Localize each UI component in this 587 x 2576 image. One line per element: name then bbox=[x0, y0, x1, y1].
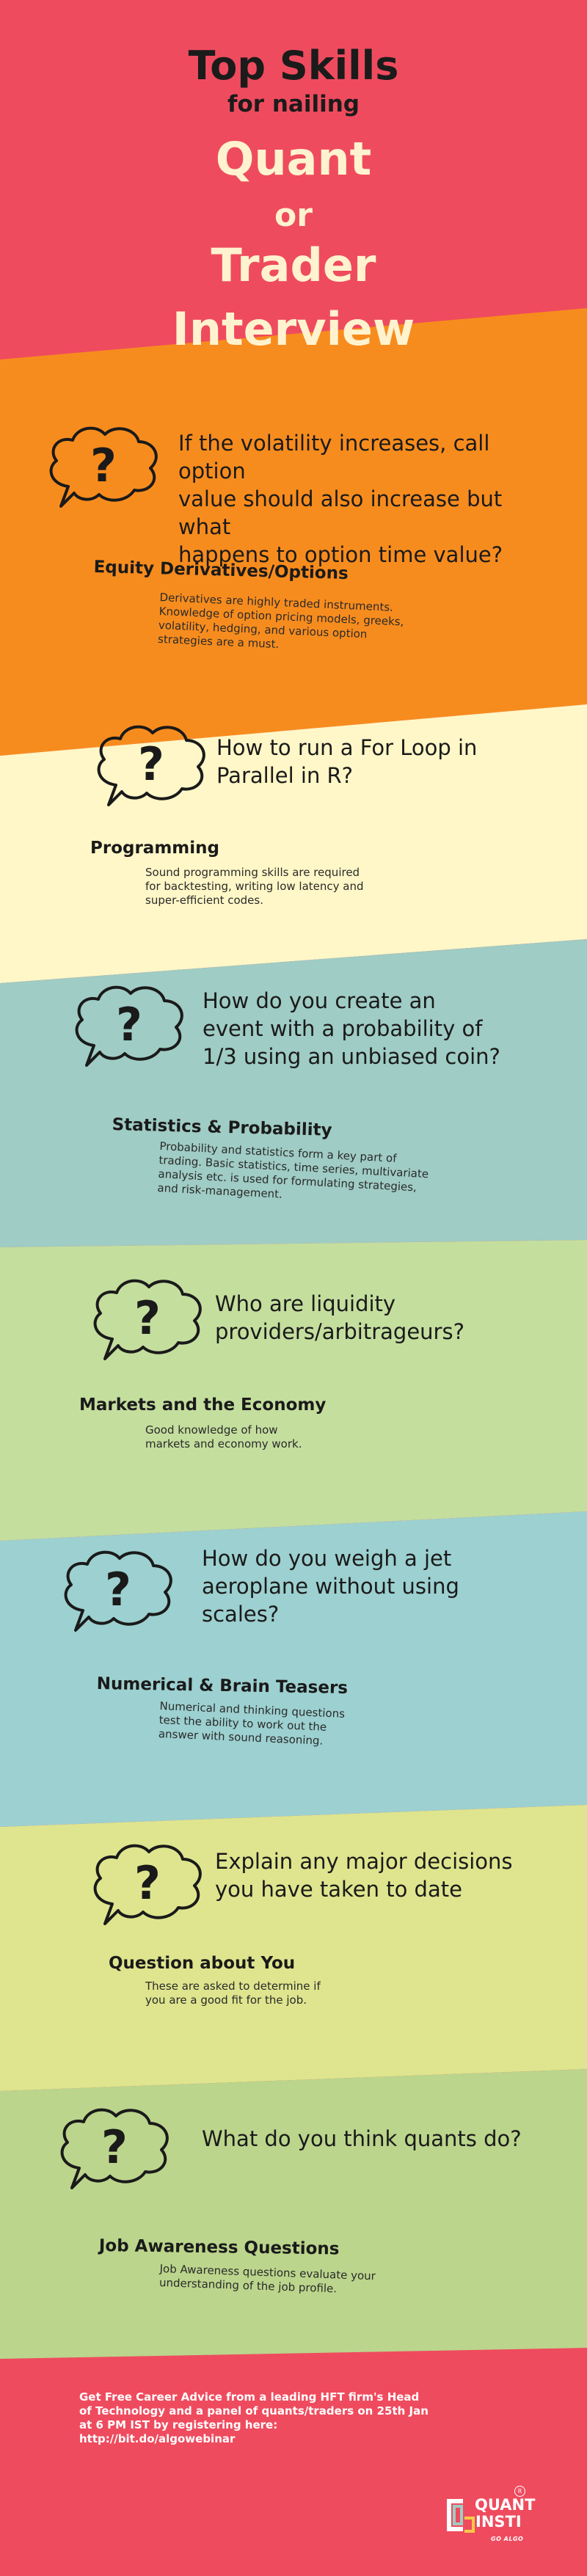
skill-description: Good knowledge of how markets and econom… bbox=[145, 1423, 302, 1451]
skill-description: Probability and statistics form a key pa… bbox=[157, 1139, 430, 1209]
question-bubble-icon: ? bbox=[66, 976, 191, 1071]
interview-question: Explain any major decisions you have tak… bbox=[215, 1847, 538, 1903]
skill-title: Programming bbox=[90, 839, 219, 858]
interview-question: How do you create an event with a probab… bbox=[203, 987, 525, 1070]
logo-wordmark-insti: INSTI bbox=[475, 2513, 522, 2531]
question-bubble-icon: ? bbox=[84, 1834, 209, 1930]
footer-line: at 6 PM IST by registering here: bbox=[79, 2418, 278, 2431]
interview-question: How do you weigh a jet aeroplane without… bbox=[202, 1544, 510, 1628]
section-band bbox=[0, 308, 587, 756]
svg-text:?: ? bbox=[134, 1291, 161, 1345]
question-line: 1/3 using an unbiased coin? bbox=[203, 1044, 500, 1069]
interview-question: If the volatility increases, call option… bbox=[178, 429, 560, 569]
svg-text:?: ? bbox=[105, 1563, 131, 1616]
section-band bbox=[0, 704, 587, 983]
question-line: How do you create an bbox=[203, 988, 436, 1013]
interview-question: Who are liquidity providers/arbitrageurs… bbox=[215, 1290, 523, 1346]
registered-mark-icon: R bbox=[514, 2486, 525, 2497]
footer-line: of Technology and a panel of quants/trad… bbox=[79, 2404, 429, 2418]
question-line: Who are liquidity bbox=[215, 1291, 396, 1316]
question-bubble-icon: ? bbox=[55, 1541, 180, 1636]
question-line: value should also increase but what bbox=[178, 486, 503, 539]
skill-description: Job Awareness questions evaluate your un… bbox=[159, 2262, 376, 2297]
description-line: you are a good fit for the job. bbox=[145, 1993, 307, 2007]
section-band bbox=[0, 1805, 587, 2091]
webinar-link[interactable]: http://bit.do/algowebinar bbox=[79, 2432, 236, 2445]
skill-title: Markets and the Economy bbox=[79, 1395, 327, 1415]
question-bubble-icon: ? bbox=[40, 417, 165, 512]
question-line: Parallel in R? bbox=[216, 763, 354, 788]
question-line: How to run a For Loop in bbox=[216, 735, 478, 760]
section-band bbox=[0, 1511, 587, 1827]
description-line: markets and economy work. bbox=[145, 1437, 302, 1451]
svg-text:?: ? bbox=[134, 1856, 161, 1910]
question-line: Explain any major decisions bbox=[215, 1849, 513, 1874]
skill-title: Job Awareness Questions bbox=[98, 2236, 340, 2259]
svg-text:?: ? bbox=[116, 998, 142, 1051]
skill-description: Derivatives are highly traded instrument… bbox=[158, 591, 405, 657]
description-line: Good knowledge of how bbox=[145, 1423, 278, 1437]
description-line: for backtesting, writing low latency and bbox=[145, 880, 364, 893]
question-line: providers/arbitrageurs? bbox=[215, 1319, 464, 1344]
quantinsti-logo: QUANT INSTI GO ALGO R bbox=[442, 2486, 537, 2559]
question-line: If the volatility increases, call option bbox=[178, 431, 490, 484]
interview-question: What do you think quants do? bbox=[202, 2125, 539, 2153]
footer-webinar-text: Get Free Career Advice from a leading HF… bbox=[79, 2390, 475, 2446]
question-bubble-icon: ? bbox=[88, 715, 213, 811]
question-line: you have taken to date bbox=[215, 1877, 462, 1902]
svg-text:?: ? bbox=[101, 2120, 128, 2174]
logo-wordmark-quant: QUANT bbox=[473, 2496, 537, 2514]
question-line: happens to option time value? bbox=[178, 542, 503, 567]
skill-title: Numerical & Brain Teasers bbox=[96, 1674, 349, 1698]
section-band bbox=[0, 2069, 587, 2359]
question-line: How do you weigh a jet bbox=[202, 1546, 452, 1571]
description-line: These are asked to determine if bbox=[145, 1980, 321, 1993]
title-line-trader: Trader bbox=[211, 238, 376, 292]
section-band bbox=[0, 1240, 587, 1541]
interview-question: How to run a For Loop in Parallel in R? bbox=[216, 734, 525, 789]
section-band bbox=[0, 939, 587, 1247]
description-line: Sound programming skills are required bbox=[145, 866, 360, 879]
skill-title: Question about You bbox=[109, 1954, 296, 1973]
svg-text:?: ? bbox=[138, 737, 164, 791]
skill-description: Numerical and thinking questions test th… bbox=[158, 1699, 346, 1749]
title-line-interview: Interview bbox=[172, 302, 415, 356]
skill-description: These are asked to determine if you are … bbox=[145, 1980, 321, 2007]
title-line-or: or bbox=[274, 197, 313, 234]
title-line-for-nailing: for nailing bbox=[227, 91, 360, 117]
logo-mark-icon bbox=[447, 2499, 475, 2533]
question-bubble-icon: ? bbox=[51, 2098, 176, 2194]
title-line-quant: Quant bbox=[215, 132, 372, 186]
svg-text:?: ? bbox=[90, 439, 117, 492]
title-line-top-skills: Top Skills bbox=[188, 43, 399, 89]
question-line: What do you think quants do? bbox=[202, 2126, 522, 2151]
skill-description: Sound programming skills are required fo… bbox=[145, 866, 364, 908]
question-line: aeroplane without using bbox=[202, 1574, 459, 1599]
skill-title: Statistics & Probability bbox=[112, 1115, 332, 1140]
question-line: scales? bbox=[202, 1602, 280, 1627]
question-bubble-icon: ? bbox=[84, 1269, 209, 1365]
description-line: super-efficient codes. bbox=[145, 894, 263, 907]
footer-line: Get Free Career Advice from a leading HF… bbox=[79, 2390, 420, 2404]
logo-tagline: GO ALGO bbox=[491, 2536, 524, 2542]
question-line: event with a probability of bbox=[203, 1016, 483, 1041]
